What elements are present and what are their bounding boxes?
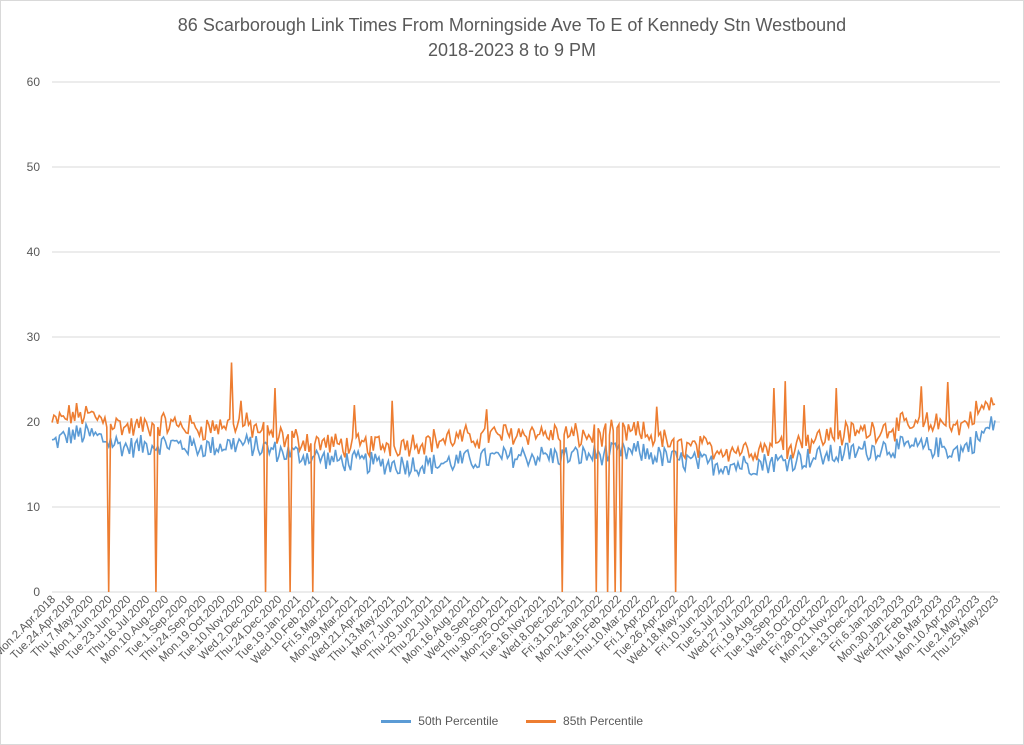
legend: 50th Percentile 85th Percentile (0, 714, 1024, 728)
series-85th-percentile-line (51, 362, 996, 593)
x-axis-ticks: Mon.2.Apr.2018Tue.24.Apr.2018Thu.7.May.2… (0, 594, 1001, 668)
y-tick-label: 30 (27, 330, 41, 344)
legend-item-85th: 85th Percentile (525, 714, 644, 728)
y-tick-label: 20 (27, 415, 41, 429)
series-50th-percentile-line (51, 416, 996, 479)
series-lines (51, 362, 996, 593)
legend-swatch-85th (525, 720, 556, 724)
legend-label-50th: 50th Percentile (418, 714, 499, 728)
y-tick-label: 50 (27, 160, 41, 174)
y-axis-ticks: 0 10 20 30 40 50 60 (27, 75, 41, 599)
grid-lines (52, 81, 1000, 593)
y-tick-label: 40 (27, 245, 41, 259)
y-tick-label: 0 (33, 585, 40, 599)
chart-subtitle: 2018-2023 8 to 9 PM (427, 40, 597, 60)
legend-label-85th: 85th Percentile (563, 714, 644, 728)
legend-item-50th: 50th Percentile (380, 714, 499, 728)
legend-swatch-50th (380, 720, 411, 724)
y-tick-label: 60 (27, 75, 41, 89)
chart-title: 86 Scarborough Link Times From Morningsi… (177, 15, 847, 35)
y-tick-label: 10 (27, 500, 41, 514)
